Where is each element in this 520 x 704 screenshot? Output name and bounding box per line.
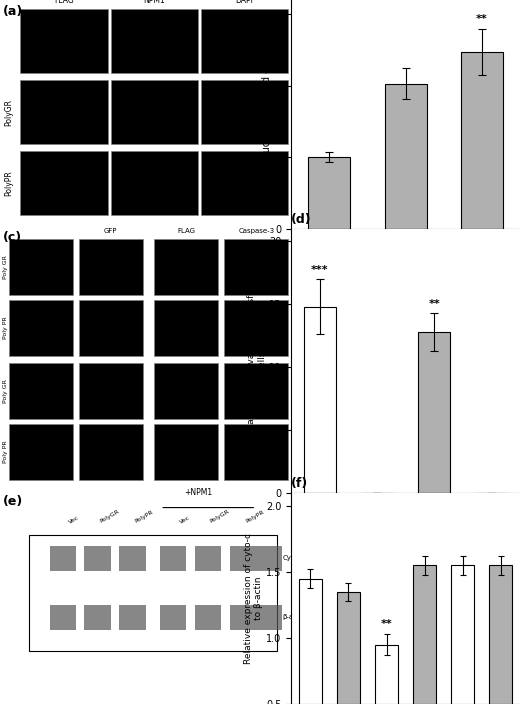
FancyBboxPatch shape [84, 546, 111, 571]
FancyBboxPatch shape [201, 9, 288, 73]
Text: DAPI: DAPI [236, 0, 254, 4]
FancyBboxPatch shape [20, 151, 108, 215]
FancyBboxPatch shape [201, 151, 288, 215]
Bar [385, 84, 426, 229]
Text: (c): (c) [3, 232, 22, 244]
Text: GFP: GFP [104, 228, 118, 234]
FancyBboxPatch shape [111, 9, 198, 73]
FancyBboxPatch shape [256, 546, 282, 571]
Text: PolyGR: PolyGR [209, 509, 230, 524]
Text: β-actin: β-actin [282, 615, 307, 620]
Text: (f): (f) [291, 477, 308, 490]
FancyBboxPatch shape [9, 239, 73, 295]
FancyBboxPatch shape [120, 605, 146, 630]
Text: **: ** [428, 299, 440, 309]
FancyBboxPatch shape [230, 605, 256, 630]
FancyBboxPatch shape [160, 546, 186, 571]
FancyBboxPatch shape [20, 9, 108, 73]
FancyBboxPatch shape [79, 363, 142, 419]
Bar [337, 592, 360, 704]
FancyBboxPatch shape [49, 605, 76, 630]
Text: FLAG: FLAG [177, 228, 196, 234]
Bar [304, 307, 335, 493]
Text: Poly GR: Poly GR [3, 255, 8, 279]
Text: (d): (d) [291, 213, 312, 226]
Y-axis label: NPM1 Nuclear area fold change: NPM1 Nuclear area fold change [263, 37, 272, 191]
FancyBboxPatch shape [84, 605, 111, 630]
Bar [451, 565, 474, 704]
FancyBboxPatch shape [9, 300, 73, 356]
FancyBboxPatch shape [20, 80, 108, 144]
FancyBboxPatch shape [79, 239, 142, 295]
FancyBboxPatch shape [154, 363, 218, 419]
Text: Poly PR: Poly PR [3, 441, 8, 463]
Bar [419, 332, 450, 493]
Text: (e): (e) [3, 495, 23, 508]
Text: PolyPR: PolyPR [244, 510, 265, 524]
Bar [375, 645, 398, 704]
FancyBboxPatch shape [9, 363, 73, 419]
Text: Cyto-C: Cyto-C [282, 555, 306, 561]
Bar [299, 579, 322, 704]
FancyBboxPatch shape [195, 546, 222, 571]
Y-axis label: % of caspase-3 activation in transfected
cells: % of caspase-3 activation in transfected… [247, 270, 266, 452]
Text: Vec: Vec [68, 515, 80, 524]
Text: NPM1: NPM1 [144, 0, 165, 4]
FancyBboxPatch shape [154, 300, 218, 356]
FancyBboxPatch shape [120, 546, 146, 571]
Bar [308, 157, 350, 229]
Text: FLAG: FLAG [54, 0, 74, 4]
FancyBboxPatch shape [256, 605, 282, 630]
FancyBboxPatch shape [160, 605, 186, 630]
FancyBboxPatch shape [224, 424, 288, 479]
Text: **: ** [476, 14, 488, 25]
FancyBboxPatch shape [230, 546, 256, 571]
FancyBboxPatch shape [224, 300, 288, 356]
Y-axis label: Relative expression of cyto-c
to β-actin: Relative expression of cyto-c to β-actin [244, 533, 263, 664]
Text: Poly GR: Poly GR [3, 379, 8, 403]
Text: Caspase-3: Caspase-3 [238, 228, 275, 234]
FancyBboxPatch shape [111, 151, 198, 215]
Text: PolyGR: PolyGR [4, 99, 13, 125]
FancyBboxPatch shape [154, 239, 218, 295]
Text: PolyPR: PolyPR [134, 510, 154, 524]
Bar [461, 52, 503, 229]
Text: ***: *** [311, 265, 329, 275]
Text: **: ** [381, 619, 393, 629]
FancyBboxPatch shape [224, 239, 288, 295]
FancyBboxPatch shape [29, 535, 277, 651]
Text: (a): (a) [3, 4, 23, 18]
FancyBboxPatch shape [111, 80, 198, 144]
Bar [489, 565, 512, 704]
Bar [413, 565, 436, 704]
Text: +NPM1: +NPM1 [184, 488, 212, 497]
FancyBboxPatch shape [224, 363, 288, 419]
FancyBboxPatch shape [9, 424, 73, 479]
Text: Poly PR: Poly PR [3, 317, 8, 339]
Text: PolyPR: PolyPR [4, 170, 13, 196]
FancyBboxPatch shape [79, 424, 142, 479]
FancyBboxPatch shape [49, 546, 76, 571]
Text: Vec: Vec [179, 515, 191, 524]
FancyBboxPatch shape [154, 424, 218, 479]
Text: PolyGR: PolyGR [98, 509, 120, 524]
FancyBboxPatch shape [201, 80, 288, 144]
FancyBboxPatch shape [195, 605, 222, 630]
FancyBboxPatch shape [79, 300, 142, 356]
